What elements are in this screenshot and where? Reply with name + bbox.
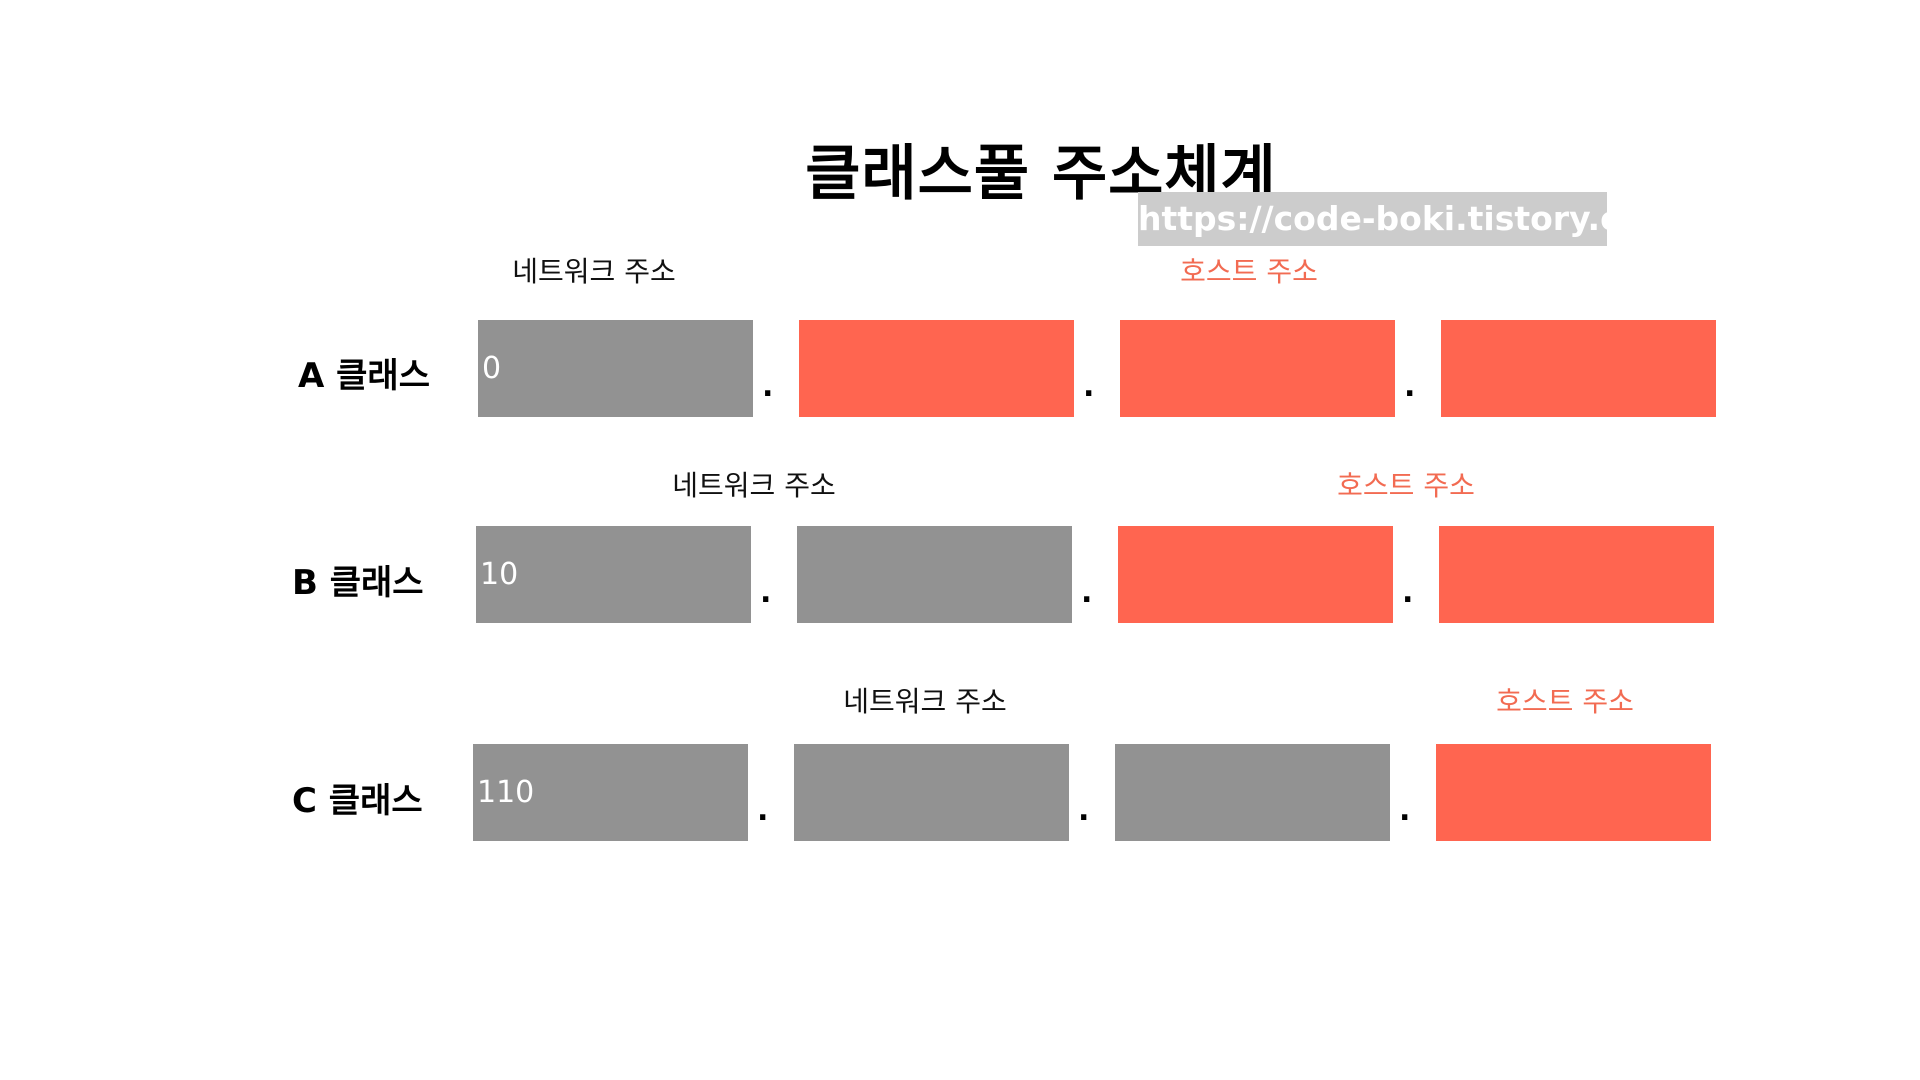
network-octet [1115, 744, 1390, 841]
octet-separator: . [760, 575, 772, 610]
octet-separator: . [1081, 575, 1093, 610]
host-address-label: 호스트 주소 [1496, 685, 1634, 718]
network-octet: 0 [478, 320, 753, 417]
host-octet [1436, 744, 1711, 841]
network-octet [794, 744, 1069, 841]
leading-bits: 0 [482, 351, 502, 386]
octet-separator: . [1402, 575, 1414, 610]
class-label: B 클래스 [292, 563, 424, 603]
leading-bits: 110 [477, 775, 535, 810]
host-octet [1120, 320, 1395, 417]
diagram-title: 클래스풀 주소체계 [805, 139, 1277, 209]
class-label: A 클래스 [298, 356, 430, 396]
network-address-label: 네트워크 주소 [512, 255, 676, 288]
leading-bits: 10 [480, 557, 519, 592]
octet-separator: . [1083, 369, 1095, 404]
network-address-label: 네트워크 주소 [843, 685, 1007, 718]
blog-watermark: https://code-boki.tistory.com [1138, 192, 1607, 246]
octet-separator: . [762, 369, 774, 404]
host-octet [1441, 320, 1716, 417]
host-octet [1118, 526, 1393, 623]
octet-separator: . [1078, 793, 1090, 828]
octet-separator: . [1399, 793, 1411, 828]
network-octet: 10 [476, 526, 751, 623]
host-address-label: 호스트 주소 [1337, 469, 1475, 502]
class-label: C 클래스 [292, 781, 423, 821]
octet-separator: . [1404, 369, 1416, 404]
octet-separator: . [757, 793, 769, 828]
host-octet [799, 320, 1074, 417]
host-address-label: 호스트 주소 [1180, 255, 1318, 288]
network-octet: 110 [473, 744, 748, 841]
host-octet [1439, 526, 1714, 623]
network-address-label: 네트워크 주소 [672, 469, 836, 502]
network-octet [797, 526, 1072, 623]
